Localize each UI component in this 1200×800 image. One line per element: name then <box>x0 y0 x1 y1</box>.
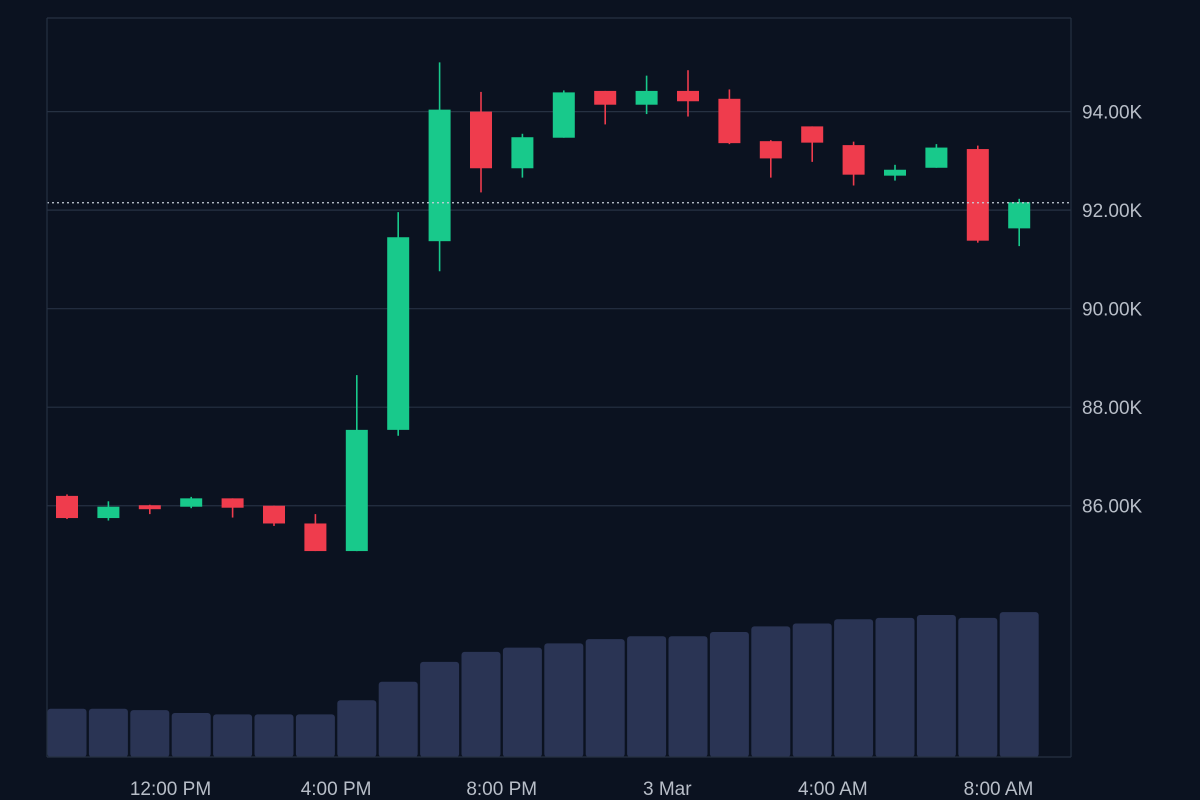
candle-body-up <box>428 109 451 242</box>
candle-body-up <box>635 90 658 105</box>
candle-body-down <box>966 149 989 241</box>
candle-body-down <box>594 90 617 105</box>
volume-bar <box>585 639 625 757</box>
y-tick-label: 94.00K <box>1082 103 1143 124</box>
x-tick-label: 4:00 PM <box>301 779 372 800</box>
volume-bar <box>958 617 998 757</box>
volume-bar <box>88 708 128 757</box>
candle-body-down <box>56 495 78 519</box>
y-tick-label: 88.00K <box>1082 398 1143 419</box>
candle-body-up <box>1008 202 1031 229</box>
volume-bar <box>47 708 87 757</box>
candle-body-down <box>263 505 285 524</box>
volume-bar <box>709 632 749 757</box>
volume-bar <box>420 661 460 757</box>
volume-bar <box>999 612 1039 757</box>
volume-bars <box>47 612 1039 757</box>
candle-body-down <box>677 90 699 102</box>
volume-bar <box>130 710 170 757</box>
candle-body-down <box>470 111 492 169</box>
candle-body-up <box>925 147 948 168</box>
price-candles <box>56 62 1031 552</box>
x-tick-label: 4:00 AM <box>798 779 868 800</box>
candle-body-down <box>842 145 865 175</box>
x-tick-label: 8:00 AM <box>964 779 1034 800</box>
volume-bar <box>916 615 956 757</box>
candle-body-down <box>221 498 244 508</box>
candle-body-down <box>801 126 824 143</box>
candle-body-up <box>387 237 410 430</box>
volume-bar <box>378 681 418 757</box>
chart-frame <box>46 17 1072 758</box>
y-tick-label: 92.00K <box>1082 201 1143 222</box>
volume-bar <box>544 643 584 757</box>
x-tick-label: 3 Mar <box>643 779 692 800</box>
grid-lines <box>47 111 1071 507</box>
x-tick-label: 12:00 PM <box>130 779 211 800</box>
volume-bar <box>213 714 253 757</box>
volume-bar <box>668 636 708 757</box>
volume-bar <box>295 714 335 757</box>
volume-bar <box>502 647 542 757</box>
y-axis-labels: 86.00K 88.00K 90.00K 92.00K 94.00K <box>1082 103 1143 518</box>
volume-bar <box>792 623 832 757</box>
volume-bar <box>627 636 667 757</box>
volume-bar <box>171 712 211 757</box>
y-tick-label: 90.00K <box>1082 300 1143 321</box>
candle-body-down <box>304 523 327 552</box>
volume-bar <box>337 700 377 757</box>
volume-bar <box>751 626 791 757</box>
candle-body-down <box>718 98 741 144</box>
volume-bar <box>254 714 294 757</box>
x-axis-labels: 12:00 PM 4:00 PM 8:00 PM 3 Mar 4:00 AM 8:00 A… <box>130 779 1034 800</box>
candle-body-up <box>511 137 534 169</box>
y-tick-label: 86.00K <box>1082 497 1143 518</box>
candle-body-down <box>138 505 161 510</box>
volume-bar <box>875 617 915 757</box>
candle-body-up <box>884 169 906 176</box>
candle-body-up <box>180 498 203 507</box>
volume-bar <box>461 651 501 757</box>
candle-body-up <box>345 429 368 552</box>
volume-bar <box>834 619 874 757</box>
x-tick-label: 8:00 PM <box>466 779 537 800</box>
candle-body-down <box>759 141 782 159</box>
candle-body-up <box>97 506 120 519</box>
candle-body-up <box>552 92 575 138</box>
